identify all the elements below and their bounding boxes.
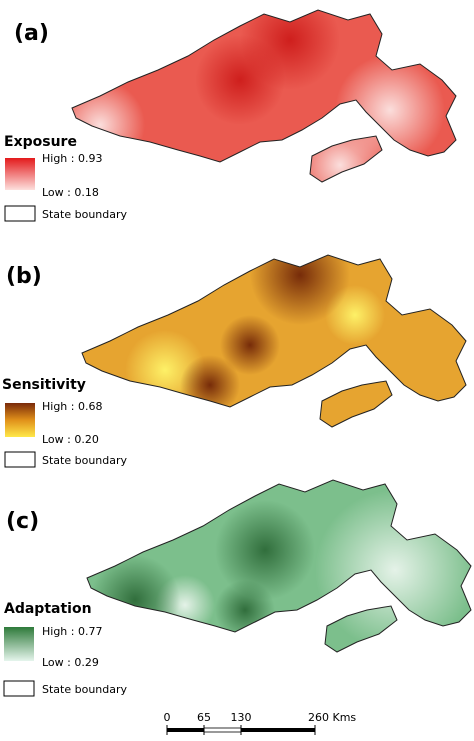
legend-boundary: State boundary [42,683,128,696]
scale-label: 65 [197,711,211,724]
legend-title: Adaptation [4,601,92,617]
legend-low: Low : 0.18 [42,186,99,199]
scale-label: 130 [231,711,252,724]
legend-boundary: State boundary [42,454,128,467]
legend-boundary-swatch [4,205,36,222]
legend-title: Exposure [4,134,77,150]
legend-high: High : 0.93 [42,152,102,165]
panel-label: (c) [6,509,39,534]
scale-label: 260 Kms [308,711,356,724]
legend-boundary-swatch [4,451,36,468]
map-adaptation [86,479,472,653]
map-sensitivity [81,254,467,428]
legend-ramp [5,403,35,437]
legend-high: High : 0.68 [42,400,102,413]
panel-label: (b) [6,264,42,289]
scale-label: 0 [164,711,171,724]
scale-bar: 0 65 130 260 Kms [164,711,356,735]
map-exposure [71,9,457,183]
legend-title: Sensitivity [2,377,86,393]
legend-ramp [5,158,35,190]
legend-ramp [4,627,34,661]
legend-low: Low : 0.20 [42,433,99,446]
panel-label: (a) [14,21,49,46]
legend-boundary-swatch [3,680,35,697]
legend-low: Low : 0.29 [42,656,99,669]
legend-high: High : 0.77 [42,625,102,638]
legend-boundary: State boundary [42,208,128,221]
